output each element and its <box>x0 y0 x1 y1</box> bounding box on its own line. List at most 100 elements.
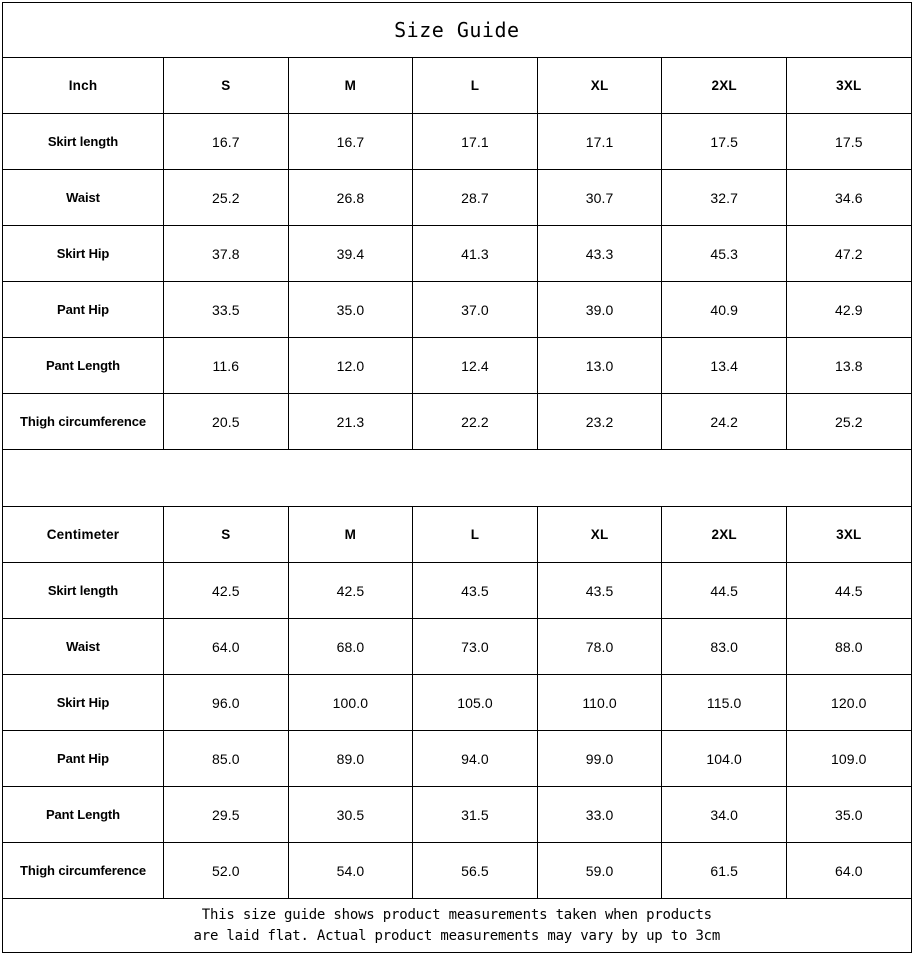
table-row: Skirt length 42.5 42.5 43.5 43.5 44.5 44… <box>2 562 912 619</box>
measurement-value: 26.8 <box>287 169 414 226</box>
measurement-value: 45.3 <box>661 225 787 282</box>
measurement-label: Skirt Hip <box>2 674 164 731</box>
measurement-value: 44.5 <box>785 562 912 619</box>
measurement-value: 25.2 <box>785 393 912 450</box>
measurement-value: 61.5 <box>661 842 787 899</box>
measurement-value: 22.2 <box>412 393 538 450</box>
measurement-value: 35.0 <box>785 786 912 843</box>
table-row: Skirt length 16.7 16.7 17.1 17.1 17.5 17… <box>2 113 912 170</box>
cm-size-header-xl: XL <box>536 506 663 563</box>
measurement-value: 33.5 <box>163 281 289 338</box>
measurement-value: 17.1 <box>412 113 538 170</box>
table-row: Thigh circumference 52.0 54.0 56.5 59.0 … <box>2 842 912 899</box>
inch-size-header-m: M <box>287 57 414 114</box>
measurement-value: 99.0 <box>536 730 663 787</box>
measurement-value: 56.5 <box>412 842 538 899</box>
measurement-value: 37.0 <box>412 281 538 338</box>
measurement-value: 68.0 <box>287 618 414 675</box>
table-row: Waist 64.0 68.0 73.0 78.0 83.0 88.0 <box>2 618 912 675</box>
measurement-value: 94.0 <box>412 730 538 787</box>
table-row: Pant Length 29.5 30.5 31.5 33.0 34.0 35.… <box>2 786 912 843</box>
measurement-value: 41.3 <box>412 225 538 282</box>
measurement-value: 13.8 <box>785 337 912 394</box>
measurement-value: 120.0 <box>785 674 912 731</box>
measurement-value: 30.5 <box>287 786 414 843</box>
measurement-label: Waist <box>2 618 164 675</box>
measurement-value: 31.5 <box>412 786 538 843</box>
inch-size-header-2xl: 2XL <box>661 57 787 114</box>
measurement-value: 30.7 <box>536 169 663 226</box>
measurement-value: 12.4 <box>412 337 538 394</box>
measurement-value: 33.0 <box>536 786 663 843</box>
inch-size-header-xl: XL <box>536 57 663 114</box>
measurement-value: 85.0 <box>163 730 289 787</box>
table-row: Pant Hip 85.0 89.0 94.0 99.0 104.0 109.0 <box>2 730 912 787</box>
note-line-2: are laid flat. Actual product measuremen… <box>193 927 721 944</box>
measurement-value: 12.0 <box>287 337 414 394</box>
measurement-value: 64.0 <box>785 842 912 899</box>
measurement-value: 24.2 <box>661 393 787 450</box>
cm-size-header-m: M <box>287 506 414 563</box>
measurement-value: 25.2 <box>163 169 289 226</box>
inch-unit-label: Inch <box>2 57 164 114</box>
measurement-value: 34.6 <box>785 169 912 226</box>
measurement-value: 13.0 <box>536 337 663 394</box>
measurement-label: Pant Length <box>2 786 164 843</box>
measurement-value: 11.6 <box>163 337 289 394</box>
measurement-value: 43.5 <box>536 562 663 619</box>
measurement-value: 59.0 <box>536 842 663 899</box>
measurement-value: 52.0 <box>163 842 289 899</box>
cm-header-row: Centimeter S M L XL 2XL 3XL <box>2 506 912 563</box>
measurement-label: Waist <box>2 169 164 226</box>
measurement-value: 100.0 <box>287 674 414 731</box>
measurement-label: Thigh circumference <box>2 393 164 450</box>
measurement-value: 17.5 <box>785 113 912 170</box>
measurement-label: Skirt Hip <box>2 225 164 282</box>
table-spacer <box>2 449 912 507</box>
measurement-value: 89.0 <box>287 730 414 787</box>
inch-size-header-s: S <box>163 57 289 114</box>
measurement-label: Skirt length <box>2 562 164 619</box>
measurement-label: Pant Length <box>2 337 164 394</box>
measurement-value: 54.0 <box>287 842 414 899</box>
measurement-label: Skirt length <box>2 113 164 170</box>
measurement-value: 78.0 <box>536 618 663 675</box>
measurement-value: 96.0 <box>163 674 289 731</box>
measurement-value: 40.9 <box>661 281 787 338</box>
title-row: Size Guide <box>2 2 912 58</box>
measurement-value: 110.0 <box>536 674 663 731</box>
measurement-value: 32.7 <box>661 169 787 226</box>
measurement-value: 105.0 <box>412 674 538 731</box>
measurement-label: Thigh circumference <box>2 842 164 899</box>
table-row: Skirt Hip 37.8 39.4 41.3 43.3 45.3 47.2 <box>2 225 912 282</box>
measurement-value: 13.4 <box>661 337 787 394</box>
measurement-value: 43.3 <box>536 225 663 282</box>
measurement-value: 23.2 <box>536 393 663 450</box>
measurement-value: 16.7 <box>163 113 289 170</box>
measurement-value: 28.7 <box>412 169 538 226</box>
measurement-value: 39.4 <box>287 225 414 282</box>
table-row: Pant Hip 33.5 35.0 37.0 39.0 40.9 42.9 <box>2 281 912 338</box>
cm-size-header-s: S <box>163 506 289 563</box>
size-guide-note: This size guide shows product measuremen… <box>2 898 912 953</box>
inch-size-header-l: L <box>412 57 538 114</box>
measurement-value: 42.5 <box>163 562 289 619</box>
measurement-value: 42.9 <box>785 281 912 338</box>
measurement-value: 17.1 <box>536 113 663 170</box>
table-row: Thigh circumference 20.5 21.3 22.2 23.2 … <box>2 393 912 450</box>
measurement-value: 35.0 <box>287 281 414 338</box>
cm-size-header-l: L <box>412 506 538 563</box>
table-spacer-row <box>2 449 912 507</box>
measurement-value: 43.5 <box>412 562 538 619</box>
measurement-value: 44.5 <box>661 562 787 619</box>
measurement-value: 37.8 <box>163 225 289 282</box>
footer-row: This size guide shows product measuremen… <box>2 898 912 953</box>
cm-size-header-2xl: 2XL <box>661 506 787 563</box>
measurement-value: 83.0 <box>661 618 787 675</box>
measurement-value: 39.0 <box>536 281 663 338</box>
measurement-value: 21.3 <box>287 393 414 450</box>
measurement-label: Pant Hip <box>2 281 164 338</box>
note-line-1: This size guide shows product measuremen… <box>201 906 712 923</box>
